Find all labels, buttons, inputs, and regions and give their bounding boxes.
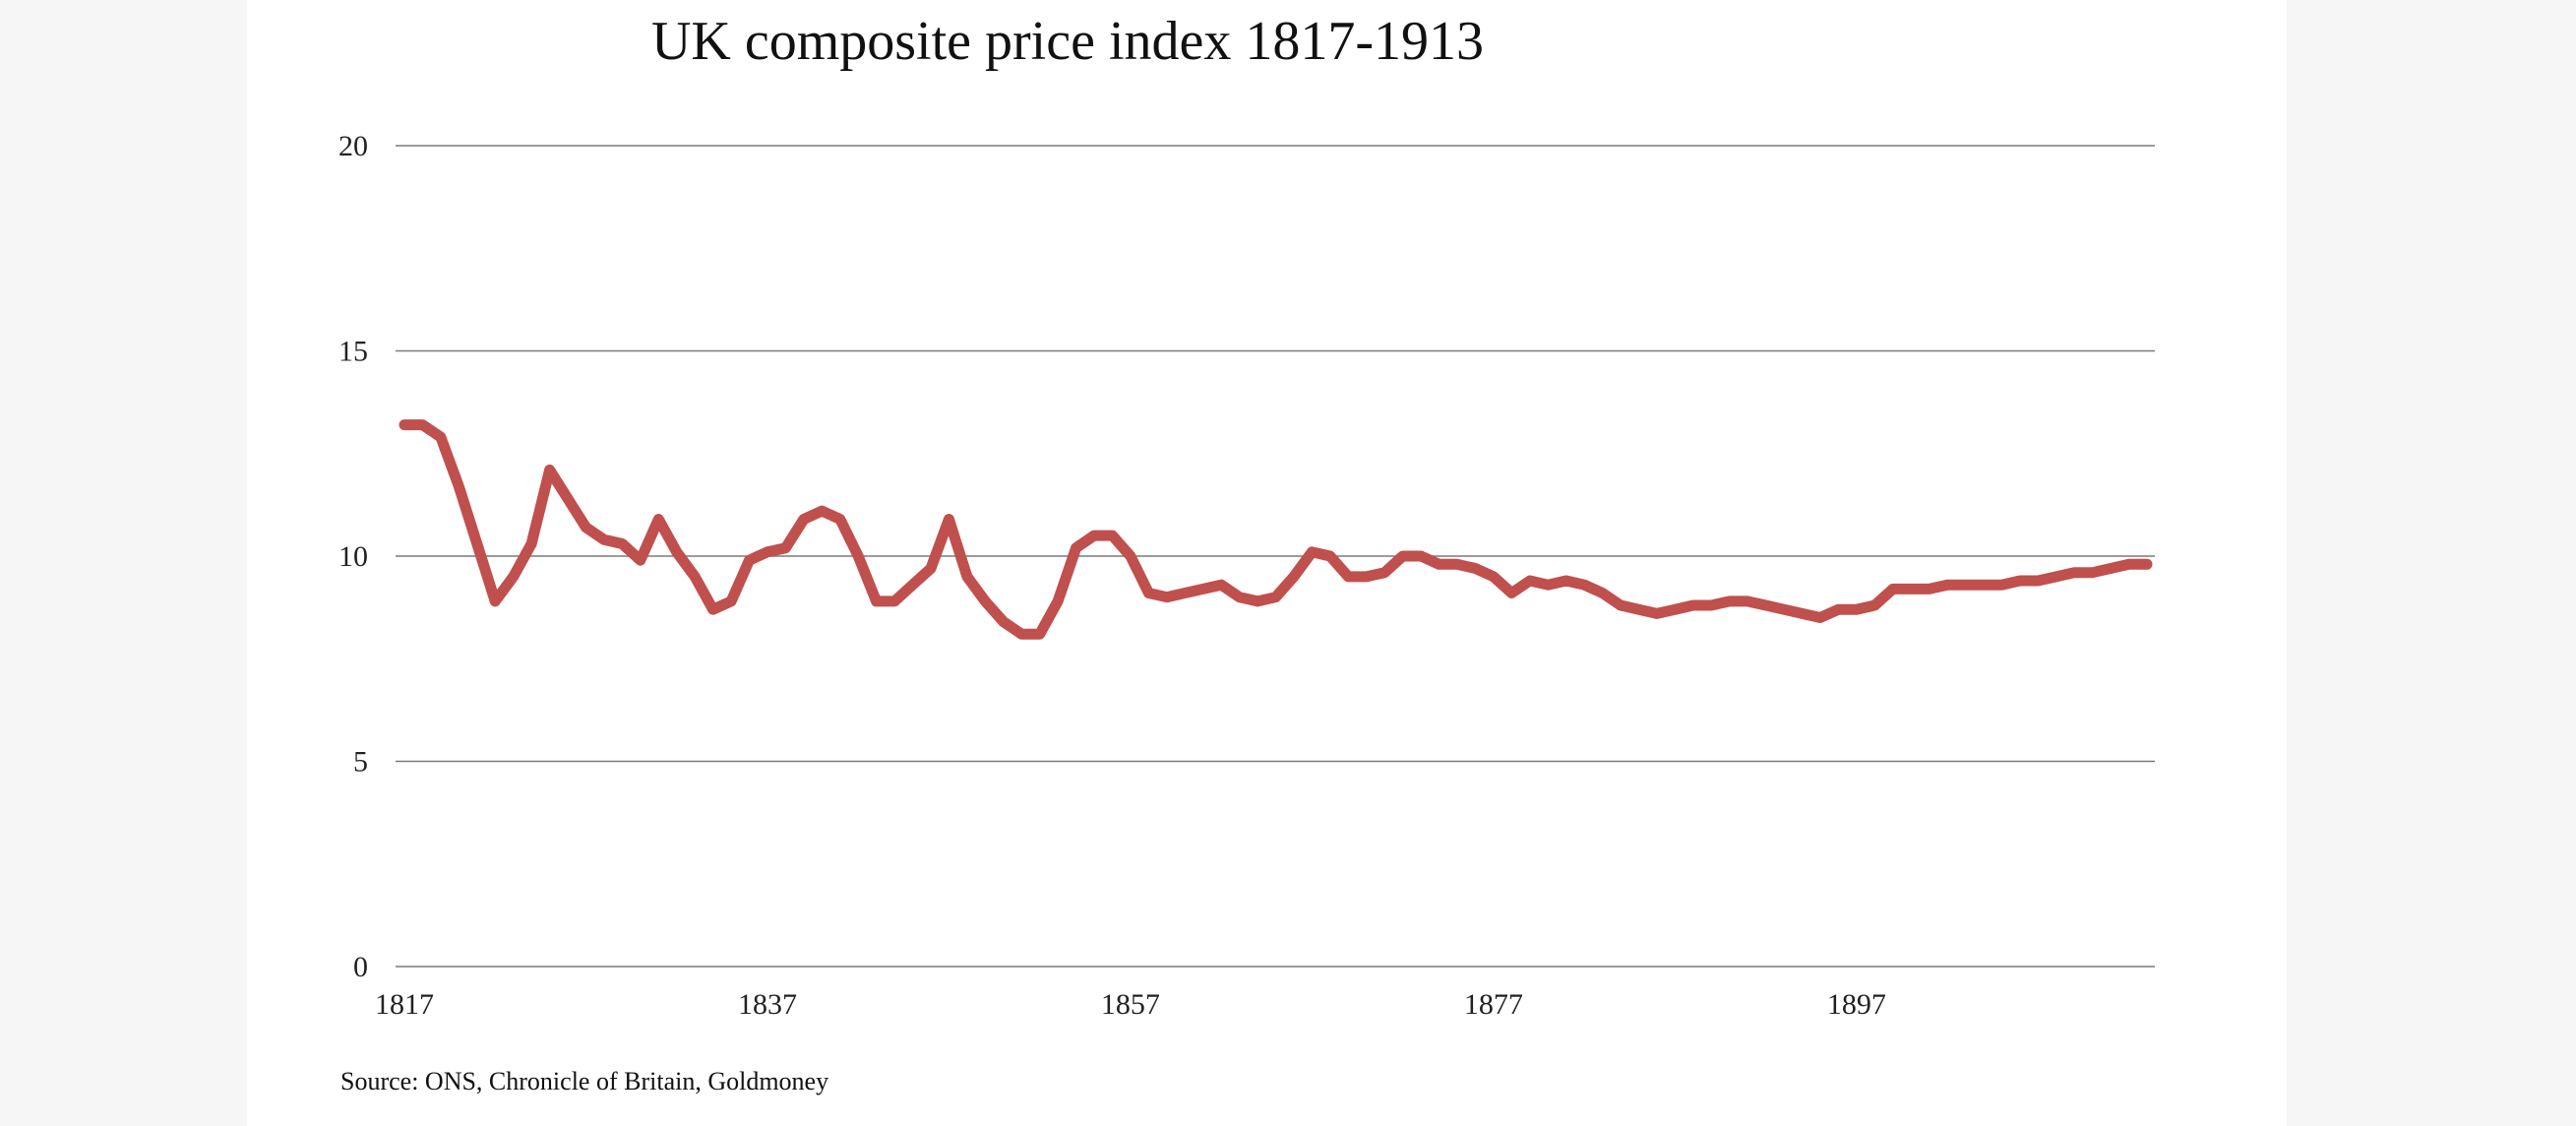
series-layer [399, 419, 2153, 640]
x-tick-label-1897: 1897 [1827, 988, 1886, 1021]
chart-panel [247, 0, 2287, 1126]
y-tick-label-10: 10 [338, 540, 368, 573]
x-tick-label-1817: 1817 [375, 988, 434, 1021]
chart-title: UK composite price index 1817-1913 [651, 11, 1484, 72]
x-axis-ticks: 1817 1837 1857 1877 1897 [375, 988, 1886, 1021]
y-tick-label-15: 15 [338, 336, 368, 368]
y-tick-label-5: 5 [353, 746, 368, 779]
x-tick-label-1857: 1857 [1101, 988, 1160, 1021]
source-note: Source: ONS, Chronicle of Britain, Goldm… [340, 1067, 828, 1095]
gridlines [396, 145, 2155, 968]
y-tick-label-0: 0 [353, 951, 368, 983]
series-line-0 [399, 419, 2153, 640]
y-axis-ticks: 0 5 10 15 20 [338, 130, 368, 983]
x-tick-label-1877: 1877 [1464, 988, 1523, 1021]
y-tick-label-20: 20 [338, 130, 368, 162]
x-tick-label-1837: 1837 [738, 988, 797, 1021]
